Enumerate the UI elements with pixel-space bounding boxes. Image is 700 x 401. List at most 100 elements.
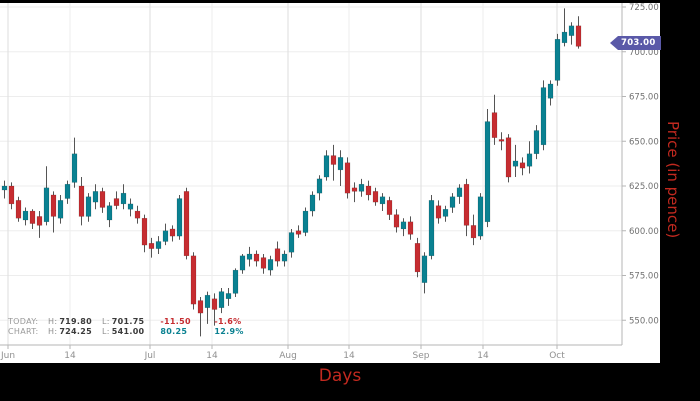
candle-down bbox=[505, 137, 512, 178]
candle-up bbox=[568, 25, 575, 36]
x-tick-label: 14 bbox=[477, 351, 489, 361]
candle-up bbox=[225, 293, 232, 300]
y-tick-label: 625.00 bbox=[629, 182, 659, 192]
candle-up bbox=[204, 294, 211, 308]
candle-down bbox=[393, 214, 400, 228]
legend-row: CHART: H: 724.25 L: 541.00 80.25 12.9% bbox=[8, 327, 254, 337]
candle-down bbox=[407, 221, 414, 235]
legend-high-label: H: bbox=[48, 326, 58, 336]
plot-panel bbox=[0, 3, 660, 363]
legend-high-value: 724.25 bbox=[59, 326, 92, 336]
candle-up bbox=[323, 155, 330, 178]
candle-down bbox=[134, 210, 141, 219]
candle-down bbox=[15, 200, 22, 219]
legend-change-percent: -1.6% bbox=[214, 317, 242, 326]
legend-low-label: L: bbox=[101, 326, 110, 336]
legend-low-label: L: bbox=[101, 317, 110, 326]
y-tick-label: 650.00 bbox=[629, 137, 659, 147]
candle-down bbox=[575, 25, 582, 47]
candle-down bbox=[36, 216, 43, 226]
candle-up bbox=[316, 178, 323, 194]
candle-up bbox=[309, 194, 316, 212]
candle-up bbox=[533, 130, 540, 155]
candle-down bbox=[253, 253, 260, 262]
x-axis-title: Days bbox=[318, 366, 362, 386]
y-tick-label: 725.00 bbox=[629, 3, 659, 13]
x-tick-label: Sep bbox=[413, 351, 430, 361]
x-tick-label: Jul bbox=[144, 351, 156, 361]
candle-down bbox=[99, 191, 106, 208]
legend-row-name: CHART: bbox=[8, 326, 39, 336]
candle-up bbox=[561, 31, 568, 44]
candle-up bbox=[554, 38, 561, 81]
candle-down bbox=[274, 248, 281, 262]
candle-down bbox=[386, 200, 393, 215]
legend-high-label: H: bbox=[48, 317, 58, 326]
legend: TODAY: H: 719.80 L: 701.75 -11.50 -1.6% CHART: H… bbox=[8, 317, 254, 336]
candle-up bbox=[71, 153, 78, 183]
legend-low-value: 541.00 bbox=[111, 326, 145, 336]
candle-up bbox=[400, 221, 407, 230]
candle-up bbox=[421, 255, 428, 283]
x-tick-label: 14 bbox=[206, 351, 218, 361]
candle-down bbox=[463, 183, 470, 226]
candle-down bbox=[141, 217, 148, 246]
x-tick-label: Aug bbox=[279, 351, 297, 361]
candle-up bbox=[526, 153, 533, 167]
candle-up bbox=[337, 157, 344, 171]
candle-up bbox=[106, 205, 113, 221]
candle-down bbox=[29, 210, 36, 224]
last-price-badge: 703.00 bbox=[610, 36, 661, 50]
candle-up bbox=[92, 191, 99, 203]
candle-down bbox=[295, 230, 302, 235]
candle-down bbox=[260, 257, 267, 269]
candle-up bbox=[232, 269, 239, 294]
candle-up bbox=[456, 187, 463, 197]
candle-up bbox=[288, 232, 295, 253]
y-tick-label: 700.00 bbox=[629, 48, 659, 58]
candle-up bbox=[379, 196, 386, 205]
y-tick-label: 600.00 bbox=[629, 227, 659, 237]
candle-up bbox=[302, 210, 309, 233]
y-tick-label: 675.00 bbox=[629, 93, 659, 103]
candle-down bbox=[211, 298, 218, 310]
candle-up bbox=[127, 203, 134, 210]
candle-up bbox=[64, 183, 71, 199]
price-pointer-icon bbox=[610, 36, 618, 50]
y-axis-title: Price (in pence) bbox=[664, 121, 682, 239]
candle-up bbox=[281, 253, 288, 262]
legend-change-percent: 12.9% bbox=[214, 326, 244, 336]
legend-high-value: 719.80 bbox=[59, 317, 92, 326]
candle-up bbox=[162, 230, 169, 242]
y-tick-label: 575.00 bbox=[629, 272, 659, 282]
candle-down bbox=[498, 139, 505, 142]
legend-row-name: TODAY: bbox=[8, 317, 39, 326]
candle-up bbox=[57, 200, 64, 219]
candle-up bbox=[449, 196, 456, 208]
candle-down bbox=[78, 185, 85, 217]
candle-down bbox=[435, 205, 442, 219]
candle-up bbox=[22, 210, 29, 221]
candle-down bbox=[8, 185, 15, 205]
candle-up bbox=[428, 200, 435, 257]
candle-down bbox=[414, 243, 421, 273]
candle-down bbox=[519, 162, 526, 169]
candle-down bbox=[344, 162, 351, 194]
candle-up bbox=[85, 196, 92, 217]
candle-up bbox=[484, 121, 491, 223]
candle-up bbox=[477, 196, 484, 237]
candle-down bbox=[148, 243, 155, 249]
candle-down bbox=[50, 194, 57, 217]
candle-up bbox=[547, 83, 554, 99]
legend-low-value: 701.75 bbox=[111, 317, 145, 326]
candle-up bbox=[239, 255, 246, 271]
candle-down bbox=[351, 187, 358, 192]
candle-down bbox=[183, 191, 190, 257]
last-price-value: 703.00 bbox=[621, 38, 656, 48]
candle-up bbox=[540, 87, 547, 146]
x-tick-label: Jun bbox=[0, 351, 15, 361]
legend-change-value: -11.50 bbox=[160, 317, 191, 326]
candle-down bbox=[372, 191, 379, 203]
